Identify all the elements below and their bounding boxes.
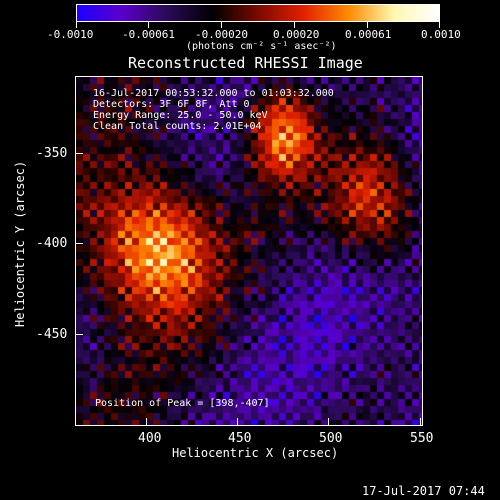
y-tick-label: -400: [36, 236, 68, 251]
y-axis-tick: [75, 334, 83, 335]
colorbar-tick-label: -0.00061: [122, 28, 175, 41]
x-axis-tick: [328, 418, 329, 426]
x-axis-tick: [237, 418, 238, 426]
x-axis-tick: [146, 418, 147, 426]
x-tick-label: 450: [228, 431, 252, 446]
colorbar: [76, 4, 440, 22]
info-line-energy: Energy Range: 25.0 - 50.0 keV: [93, 110, 268, 121]
colorbar-units-label: (photons cm⁻² s⁻¹ asec⁻²): [186, 41, 337, 52]
y-tick-label: -350: [36, 146, 68, 161]
plot-title: Reconstructed RHESSI Image: [128, 54, 363, 72]
info-line-detectors: Detectors: 3F 6F 8F, Att 0: [93, 99, 250, 110]
y-tick-label: -450: [36, 327, 68, 342]
rhessi-image: [75, 76, 423, 426]
info-line-clean: Clean Total counts: 2.01E+04: [93, 121, 262, 132]
x-tick-label: 550: [410, 431, 434, 446]
colorbar-tick: [76, 22, 77, 28]
colorbar-tick-label: 0.00061: [345, 28, 392, 41]
x-axis-tick: [420, 418, 421, 426]
colorbar-tick: [439, 22, 440, 28]
x-tick-label: 500: [319, 431, 343, 446]
colorbar-tick: [294, 22, 295, 28]
colorbar-tick-label: -0.00020: [195, 28, 248, 41]
rhessi-heatmap-canvas: [76, 77, 422, 425]
y-axis-tick: [75, 243, 83, 244]
colorbar-tick-label: 0.00020: [273, 28, 320, 41]
footer-timestamp: 17-Jul-2017 07:44: [362, 484, 485, 498]
colorbar-tick-label: 0.0010: [421, 28, 461, 41]
y-axis-label: Heliocentric Y (arcsec): [13, 160, 27, 327]
x-tick-label: 400: [138, 431, 162, 446]
colorbar-tick: [148, 22, 149, 28]
colorbar-tick: [221, 22, 222, 28]
info-line-time: 16-Jul-2017 00:53:32.000 to 01:03:32.000: [93, 88, 334, 99]
colorbar-tick: [367, 22, 368, 28]
x-axis-label: Heliocentric X (arcsec): [172, 446, 339, 460]
colorbar-tick-label: -0.0010: [47, 28, 94, 41]
peak-position-label: Position of Peak = [398,-407]: [95, 398, 270, 409]
y-axis-tick: [75, 153, 83, 154]
